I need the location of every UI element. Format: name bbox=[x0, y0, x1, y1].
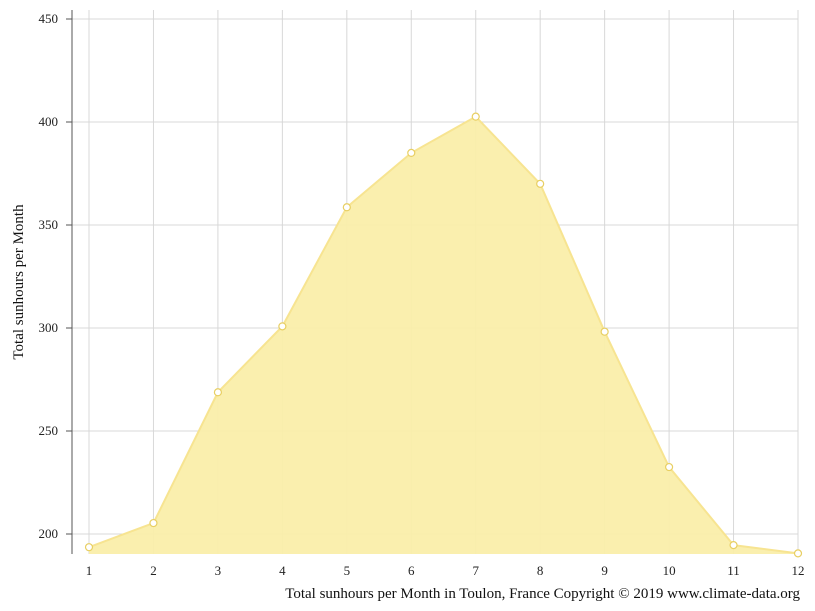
data-point bbox=[342, 203, 351, 212]
x-tick-label: 10 bbox=[663, 563, 676, 578]
data-point bbox=[729, 541, 738, 550]
data-point bbox=[278, 322, 287, 331]
data-point bbox=[664, 462, 674, 472]
data-point bbox=[793, 549, 803, 558]
x-tick-label: 8 bbox=[537, 563, 544, 578]
x-tick-label: 11 bbox=[727, 563, 740, 578]
data-point bbox=[600, 327, 609, 336]
x-tick-label: 4 bbox=[279, 563, 286, 578]
y-tick-label: 250 bbox=[39, 423, 59, 438]
data-point bbox=[149, 518, 158, 528]
y-tick-label: 200 bbox=[39, 526, 59, 541]
y-tick-label: 400 bbox=[39, 114, 59, 129]
data-point bbox=[407, 148, 416, 157]
data-points bbox=[84, 112, 803, 558]
area-series bbox=[88, 115, 799, 555]
y-tick-labels: 200 250 300 350 400 450 bbox=[39, 11, 59, 541]
area-fill bbox=[89, 116, 798, 555]
data-point bbox=[84, 543, 94, 552]
y-tick-label: 350 bbox=[39, 217, 59, 232]
axes bbox=[66, 10, 73, 554]
chart-caption: Total sunhours per Month in Toulon, Fran… bbox=[285, 586, 800, 602]
x-tick-label: 1 bbox=[86, 563, 93, 578]
x-tick-labels: 1 2 3 4 5 6 7 8 9 10 11 12 bbox=[86, 563, 805, 578]
x-tick-label: 7 bbox=[472, 563, 479, 578]
data-point bbox=[536, 179, 545, 188]
y-tick-label: 300 bbox=[39, 320, 59, 335]
x-tick-label: 5 bbox=[344, 563, 351, 578]
y-axis-title: Total sunhours per Month bbox=[11, 204, 27, 360]
y-tick-label: 450 bbox=[39, 11, 59, 26]
x-tick-label: 2 bbox=[150, 563, 157, 578]
x-tick-label: 9 bbox=[601, 563, 608, 578]
x-tick-label: 3 bbox=[215, 563, 222, 578]
x-tick-label: 12 bbox=[792, 563, 805, 578]
data-point bbox=[213, 388, 223, 397]
data-point bbox=[471, 112, 480, 121]
x-tick-label: 6 bbox=[408, 563, 415, 578]
area-line bbox=[88, 115, 799, 555]
